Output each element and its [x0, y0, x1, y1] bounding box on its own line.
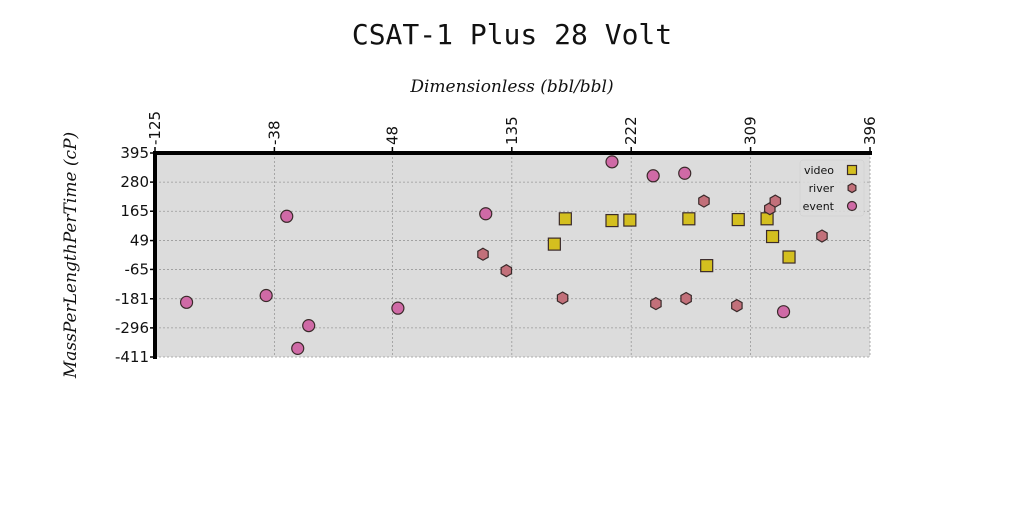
video-point-9: [782, 250, 796, 264]
y-axis-label: MassPerLengthPerTime (cP): [61, 132, 81, 379]
plot-area: [155, 153, 870, 357]
legend-marker-video: [846, 164, 858, 176]
video-point-7: [760, 212, 774, 226]
legend-marker-event: [846, 200, 858, 212]
video-point-1: [558, 212, 572, 226]
video-point-2: [605, 213, 619, 228]
series-video: [547, 212, 796, 273]
grid-lines: [154, 152, 871, 358]
y-tick-label-5: -181: [115, 290, 149, 308]
river-point-8: [769, 194, 782, 208]
event-point-3: [291, 341, 305, 355]
event-point-10: [776, 305, 791, 319]
video-point-4: [682, 212, 696, 226]
video-point-5: [700, 259, 714, 273]
event-point-9: [678, 166, 692, 180]
video-point-3: [623, 213, 637, 227]
y-tick-label-7: -411: [115, 348, 149, 366]
river-point-2: [556, 291, 569, 305]
event-point-7: [605, 155, 619, 169]
river-point-1: [500, 263, 513, 278]
series-event: [179, 155, 791, 355]
legend-label-video: video: [804, 164, 834, 177]
river-point-6: [731, 298, 743, 313]
video-point-6: [731, 212, 745, 227]
x-tick-label-1: -38: [265, 121, 283, 146]
x-axis-label: Dimensionless (bbl/bbl): [409, 77, 613, 97]
x-tick-labels: -125 -38 48 135 222 309 396: [146, 111, 879, 153]
river-point-4: [680, 291, 692, 306]
river-point-5: [698, 194, 710, 208]
event-point-6: [479, 207, 493, 221]
y-tick-label-0: 395: [120, 144, 149, 162]
y-tick-label-4: -65: [125, 260, 150, 278]
legend-label-river: river: [809, 182, 835, 195]
y-tick-label-3: 49: [130, 232, 149, 250]
y-tick-label-1: 280: [120, 173, 149, 191]
legend-label-event: event: [803, 200, 835, 213]
x-tick-label-3: 135: [503, 116, 521, 145]
river-point-9: [816, 229, 828, 243]
x-tick-label-0: -125: [146, 111, 164, 145]
event-point-5: [391, 301, 405, 315]
chart-title: CSAT-1 Plus 28 Volt: [352, 18, 672, 51]
river-point-3: [650, 296, 662, 311]
event-point-8: [646, 169, 660, 183]
series-river: [477, 194, 828, 313]
river-point-0: [477, 247, 489, 261]
y-tick-label-2: 165: [120, 202, 149, 220]
x-tick-label-5: 309: [742, 116, 760, 145]
legend: video river event: [799, 159, 865, 217]
x-tick-label-2: 48: [383, 126, 401, 145]
video-point-0: [547, 237, 561, 251]
x-tick-label-4: 222: [622, 116, 640, 145]
event-point-2: [280, 209, 294, 223]
x-tick-label-6: 396: [861, 116, 879, 145]
data-points: [179, 155, 828, 355]
event-point-0: [179, 295, 194, 309]
event-point-4: [302, 319, 316, 333]
video-point-8: [765, 229, 780, 244]
legend-marker-river: [847, 182, 857, 194]
y-tick-label-6: -296: [115, 319, 149, 337]
event-point-1: [259, 288, 273, 303]
y-tick-labels: 395 280 165 49 -65 -181 -296 -411: [115, 144, 155, 366]
